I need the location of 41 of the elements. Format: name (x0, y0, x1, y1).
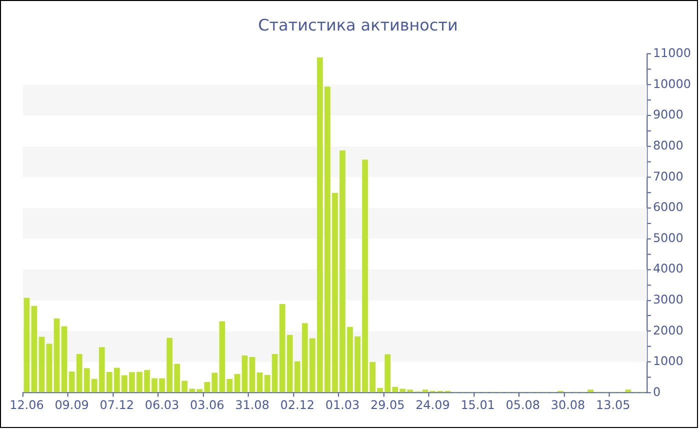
bar (46, 344, 52, 392)
y-tick-label: 0 (652, 384, 661, 399)
x-tick-label: 01.03 (325, 398, 360, 412)
bar (54, 318, 60, 392)
bar (31, 306, 38, 392)
x-tick-label: 12.06 (10, 398, 44, 412)
x-tick-label: 13.05 (596, 398, 630, 412)
y-tick-label: 2000 (652, 323, 684, 338)
x-tick-label: 31.08 (235, 398, 270, 412)
x-tick-label: 09.09 (54, 398, 89, 412)
x-tick-label: 24.09 (416, 398, 450, 412)
x-tick-label: 03.06 (190, 398, 224, 412)
x-tick-label: 02.12 (280, 398, 314, 412)
y-tick-label: 10000 (652, 76, 691, 91)
bar (24, 298, 30, 392)
y-tick-label: 3000 (652, 292, 684, 306)
x-tick-label: 29.05 (370, 398, 405, 412)
bar (272, 354, 278, 392)
y-tick-label: 7000 (652, 169, 684, 184)
bar (38, 336, 45, 392)
y-tick-label: 1000 (652, 354, 684, 368)
y-tick-label: 5000 (652, 230, 684, 245)
y-tick-label: 8000 (652, 138, 684, 152)
bar (226, 378, 233, 392)
y-tick-label: 11000 (652, 46, 691, 60)
x-tick-label: 07.12 (100, 398, 134, 412)
bar (68, 372, 75, 392)
bar (234, 374, 240, 392)
bar (264, 374, 270, 392)
x-tick-label: 05.08 (506, 398, 540, 412)
x-tick-label: 15.01 (460, 398, 495, 412)
y-tick-label: 4000 (652, 262, 684, 276)
bar (242, 355, 248, 392)
y-tick-label: 6000 (652, 200, 684, 214)
y-tick-label: 9000 (652, 108, 684, 122)
bar (249, 357, 256, 392)
bar (61, 326, 68, 392)
chart-title: Статистика активности (258, 16, 458, 35)
x-tick-label: 06.03 (144, 398, 180, 412)
x-tick-label: 30.08 (550, 398, 586, 412)
bar (256, 372, 263, 392)
